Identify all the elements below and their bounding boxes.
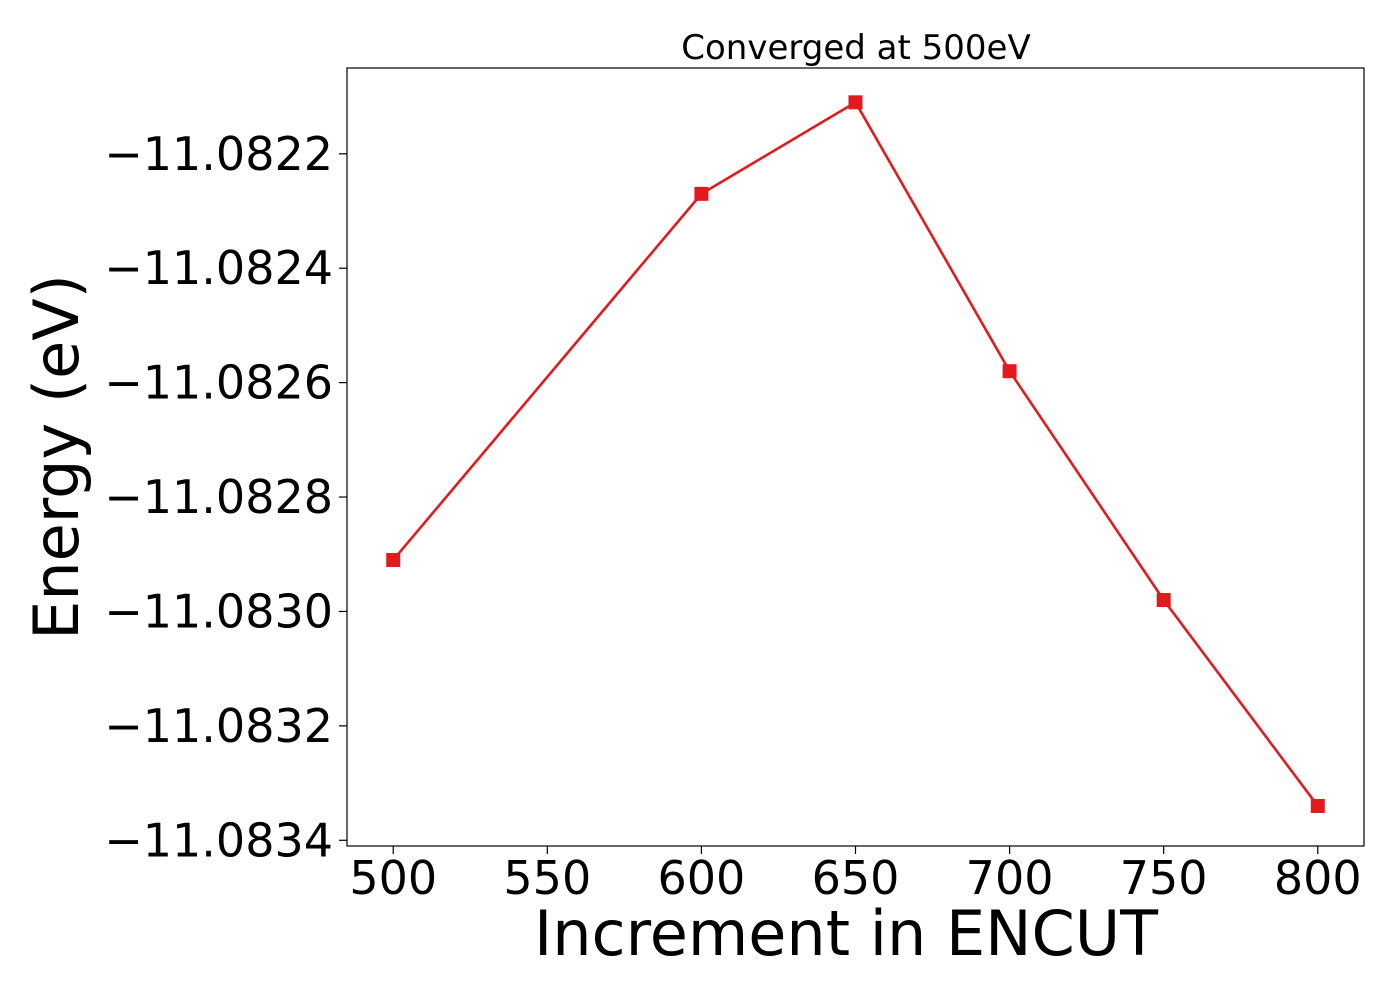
y-axis-label: Energy (eV) <box>20 274 93 640</box>
x-tick-label: 650 <box>812 851 900 905</box>
series-line <box>392 101 1319 807</box>
data-point-marker <box>848 95 863 110</box>
x-tick-label: 750 <box>1120 851 1208 905</box>
data-point-marker <box>386 552 401 567</box>
y-tick-label: −11.0834 <box>104 813 333 867</box>
x-tick-label: 600 <box>658 851 746 905</box>
x-axis-label: Increment in ENCUT <box>534 897 1159 970</box>
y-tick-label: −11.0830 <box>104 584 333 638</box>
y-tick-label: −11.0822 <box>104 127 333 181</box>
x-tick-label: 550 <box>503 851 591 905</box>
chart-title: Converged at 500eV <box>681 28 1030 68</box>
y-tick-label: −11.0832 <box>104 699 333 753</box>
data-series <box>386 95 1325 813</box>
y-axis-ticks: −11.0822 −11.0824 −11.0826 −11.0828 −11.0830… <box>104 127 347 867</box>
x-tick-label: 500 <box>349 851 437 905</box>
y-tick-label: −11.0828 <box>104 470 333 524</box>
x-tick-label: 700 <box>966 851 1054 905</box>
x-axis-ticks: 500 550 600 650 700 750 800 <box>349 846 1362 905</box>
x-tick-label: 800 <box>1274 851 1362 905</box>
y-tick-label: −11.0824 <box>104 241 333 295</box>
data-point-marker <box>694 186 709 201</box>
y-tick-label: −11.0826 <box>104 356 333 410</box>
plot-frame <box>346 67 1365 847</box>
data-point-marker <box>1156 593 1171 608</box>
data-point-marker <box>1002 364 1017 379</box>
data-point-marker <box>1310 798 1325 813</box>
